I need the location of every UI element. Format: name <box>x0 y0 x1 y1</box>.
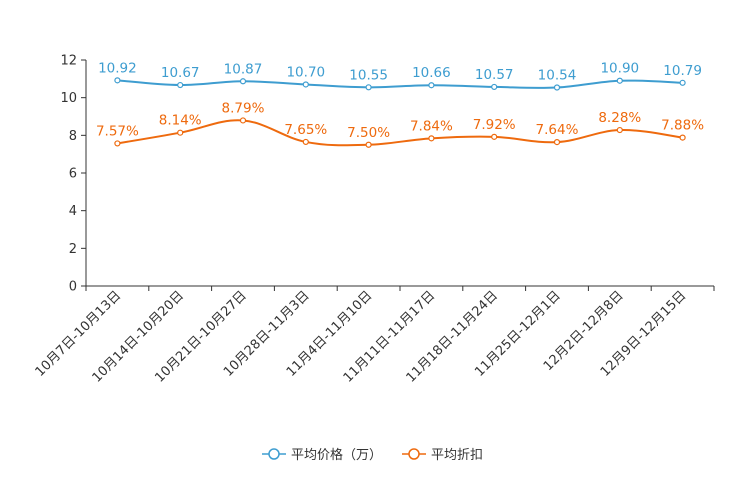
data-label: 10.57 <box>475 67 514 83</box>
data-point[interactable] <box>365 84 372 91</box>
y-ticks: 0 2 4 6 8 10 12 <box>60 54 86 295</box>
data-point[interactable] <box>177 81 184 89</box>
data-label: 10.87 <box>224 61 263 77</box>
y-tick-label: 4 <box>69 204 77 219</box>
data-label: 10.90 <box>600 61 639 77</box>
data-point[interactable] <box>114 77 121 84</box>
y-tick-label: 12 <box>60 54 77 69</box>
data-point[interactable] <box>428 82 435 89</box>
series-line <box>117 119 683 147</box>
data-point[interactable] <box>428 135 435 142</box>
y-tick-label: 0 <box>69 280 77 295</box>
data-label: 8.14% <box>159 113 202 129</box>
data-point[interactable] <box>616 126 623 134</box>
y-tick-label: 8 <box>69 129 77 144</box>
y-tick-label: 6 <box>69 167 77 182</box>
data-point[interactable] <box>302 81 309 88</box>
series-layer: 10.92 10.67 10.87 10.70 10.55 10.66 10.57 10.54… <box>96 60 704 148</box>
legend-marker <box>408 448 420 460</box>
data-point[interactable] <box>491 133 498 140</box>
data-label: 7.64% <box>536 122 579 138</box>
data-label: 10.55 <box>349 67 388 83</box>
legend: 平均价格（万） 平均折扣 <box>262 447 483 463</box>
data-point[interactable] <box>679 79 686 86</box>
data-point[interactable] <box>616 77 623 84</box>
data-point[interactable] <box>114 140 121 147</box>
y-tick-label: 2 <box>69 242 77 257</box>
series-line <box>117 79 683 89</box>
data-label: 10.70 <box>286 64 325 80</box>
series-0: 10.92 10.67 10.87 10.70 10.55 10.66 10.57 10.54… <box>98 60 702 91</box>
data-label: 7.57% <box>96 123 139 139</box>
x-ticks: 10月7日-10月13日10月14日-10月20日10月21日-10月27日10… <box>33 286 715 386</box>
y-tick-label: 10 <box>60 91 77 106</box>
data-label: 10.67 <box>161 65 200 81</box>
data-label: 7.84% <box>410 118 453 134</box>
legend-label: 平均价格（万） <box>291 447 382 463</box>
data-label: 10.92 <box>98 60 137 76</box>
data-point[interactable] <box>302 138 309 146</box>
legend-item-0[interactable]: 平均价格（万） <box>262 447 382 463</box>
data-label: 10.66 <box>412 65 451 81</box>
data-point[interactable] <box>365 141 372 148</box>
data-point[interactable] <box>491 83 498 91</box>
legend-label: 平均折扣 <box>431 448 483 463</box>
data-label: 7.50% <box>347 125 390 141</box>
data-label: 7.88% <box>661 118 704 134</box>
data-label: 7.92% <box>473 117 516 133</box>
data-label: 10.54 <box>538 67 577 83</box>
data-point[interactable] <box>553 139 561 146</box>
legend-item-1[interactable]: 平均折扣 <box>402 448 483 463</box>
legend-marker <box>268 448 280 460</box>
data-label: 8.28% <box>598 110 641 126</box>
axes <box>85 60 714 287</box>
data-point[interactable] <box>239 117 247 124</box>
data-label: 7.65% <box>284 122 327 138</box>
data-label: 8.79% <box>222 100 265 116</box>
data-point[interactable] <box>177 129 184 136</box>
data-point[interactable] <box>239 78 247 85</box>
data-point[interactable] <box>679 134 686 141</box>
data-label: 10.79 <box>663 63 702 79</box>
series-1: 7.57% 8.14% 8.79% 7.65% 7.50% 7.84% 7.92% 7.64%… <box>96 100 704 148</box>
data-point[interactable] <box>553 84 561 91</box>
